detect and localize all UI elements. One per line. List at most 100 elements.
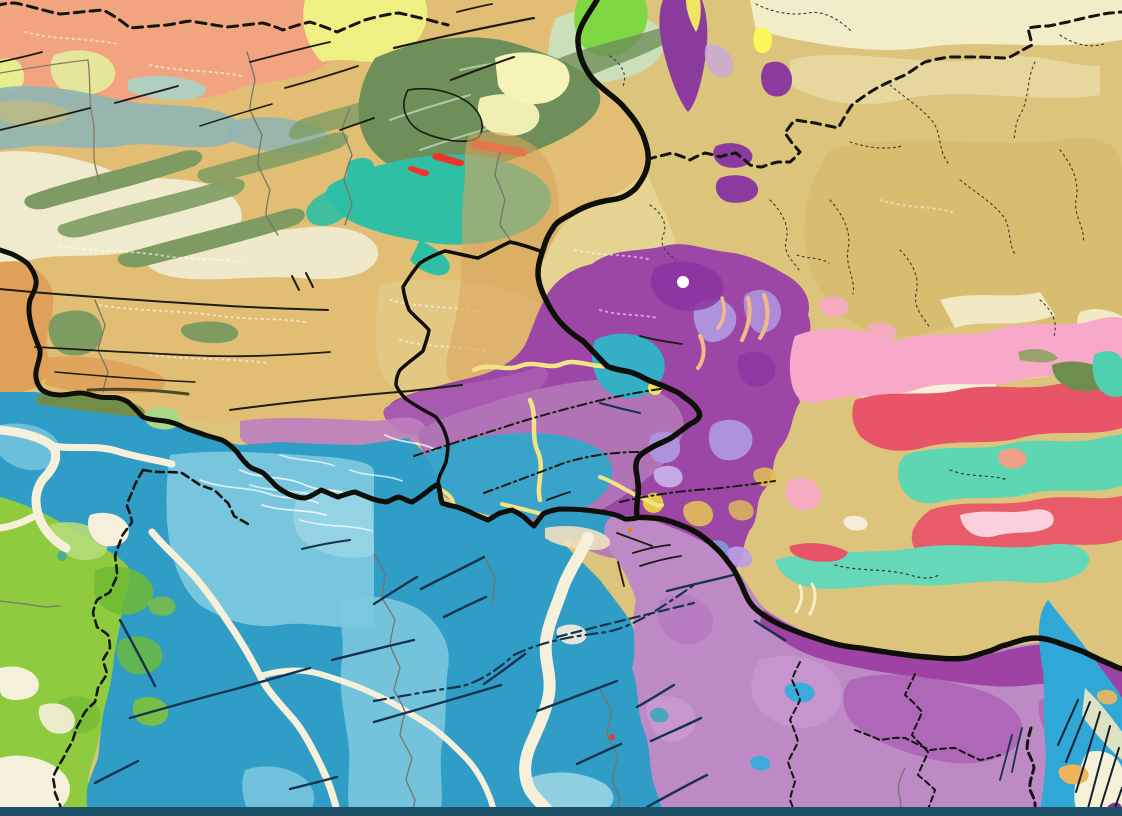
fault-line [392, 16, 536, 50]
region-tanorange-gradient [446, 131, 560, 385]
region-crimson-belt [852, 381, 1122, 451]
fault-line-navy [128, 666, 312, 720]
river-yellow [527, 397, 543, 503]
border-oblast-loop [394, 240, 545, 486]
fault-line-navy [372, 683, 503, 724]
region-yellow-fringe [753, 27, 772, 54]
boundary-thin-gray [0, 59, 101, 183]
boundary-dotted [649, 204, 677, 261]
boundary-dotted [959, 179, 1017, 257]
fault-line-navy [535, 679, 619, 713]
fault-line-se [1075, 711, 1101, 793]
region-green-mid [94, 566, 154, 615]
region-sage-band [289, 99, 374, 140]
speckle-white [599, 309, 659, 319]
fault-line [249, 41, 331, 63]
fault-line-navy [372, 575, 419, 606]
region-tealgray-band [0, 86, 243, 150]
region-pale-streak-ne [790, 55, 1100, 105]
region-darkpurple-blob [737, 351, 776, 387]
fault-line [616, 532, 653, 547]
fault-line-navy [645, 773, 709, 809]
region-gold-patch [683, 500, 714, 527]
fault-line-navy [753, 619, 787, 642]
fault-line [639, 335, 683, 345]
region-cream-bit [843, 515, 868, 531]
region-sage-blob [48, 310, 103, 356]
boundary-dotted [849, 141, 903, 149]
fault-line [339, 117, 375, 131]
region-cream-patch-ne [940, 292, 1055, 328]
border-dashed-sw-branch [141, 468, 250, 526]
region-teal-dot [57, 551, 67, 561]
region-teal-belt [306, 190, 348, 226]
region-cream-wedge [545, 526, 611, 550]
fault-line [450, 56, 515, 81]
region-pink-blob [818, 296, 849, 317]
squiggle-cream [794, 584, 804, 614]
fault-line-navy [330, 638, 416, 662]
region-red-intrusion [432, 153, 465, 167]
region-purple-blob-n [761, 61, 793, 97]
region-red-dot [609, 734, 615, 740]
fault-line [632, 544, 671, 554]
fault-line-olive [86, 387, 190, 396]
region-sage-band [57, 178, 245, 238]
boundary-dotted [829, 199, 855, 295]
speckle-white [24, 31, 119, 45]
fault-line [456, 3, 493, 13]
region-mint-belt [897, 434, 1122, 504]
region-blue-pale [293, 488, 374, 558]
squiggle-cream [808, 582, 817, 616]
region-lavender-corner [728, 546, 753, 568]
speckle-white [99, 304, 306, 323]
fault-line-navy [419, 555, 486, 591]
border-dashed-sw [51, 468, 145, 816]
stream-white [239, 469, 349, 496]
region-mint-belt-south [775, 543, 1090, 589]
fault-line-navy [635, 683, 676, 709]
squiggle-peach [758, 293, 770, 340]
boundary-thin-gray [494, 151, 511, 241]
fault-line-navy [118, 618, 157, 688]
region-blue-light [242, 766, 315, 816]
fault-line-dashdot [413, 387, 669, 457]
fault-line-navy [999, 734, 1013, 781]
fault-line-navy [599, 402, 641, 414]
fault-line-navy [575, 742, 623, 766]
region-cream-corner [0, 755, 70, 816]
speckle-white [59, 245, 241, 263]
border-dashed-ne [645, 10, 1122, 169]
region-yellowgreen-nw [0, 58, 25, 95]
boundary-dotted [609, 55, 626, 87]
region-red-patch [789, 543, 848, 562]
region-khaki-dark-ne [804, 138, 1122, 337]
fault-line-navy [93, 759, 140, 785]
region-sage-band [24, 150, 203, 210]
region-palepink-patch [960, 509, 1054, 538]
border-thick-southwest [0, 247, 640, 529]
fault-line [617, 561, 625, 587]
fault-line-dashdot [483, 451, 641, 494]
region-green-sliver [1018, 349, 1058, 363]
fault-line-dashdot [372, 583, 696, 703]
river-yellow [471, 359, 613, 373]
region-yellowgreen-nw [50, 50, 116, 95]
squiggle-peach [696, 334, 706, 370]
boundary-dotted [889, 84, 949, 164]
region-purple-blob-n [715, 175, 759, 203]
boundary-thin-gray [341, 107, 353, 226]
fault-line [54, 371, 196, 383]
squiggle-peach [716, 296, 726, 330]
region-salmon-blob-belt [998, 448, 1027, 469]
region-red-intrusion [407, 166, 430, 177]
region-se-darkmagenta-band [760, 610, 1122, 700]
region-green-east-patch [148, 596, 176, 616]
region-se-orange-patch [1096, 689, 1118, 705]
river-cream [0, 510, 42, 532]
region-blue-pale [528, 772, 614, 812]
region-purple-west-lobe [383, 367, 549, 436]
region-white-dot [677, 276, 689, 288]
